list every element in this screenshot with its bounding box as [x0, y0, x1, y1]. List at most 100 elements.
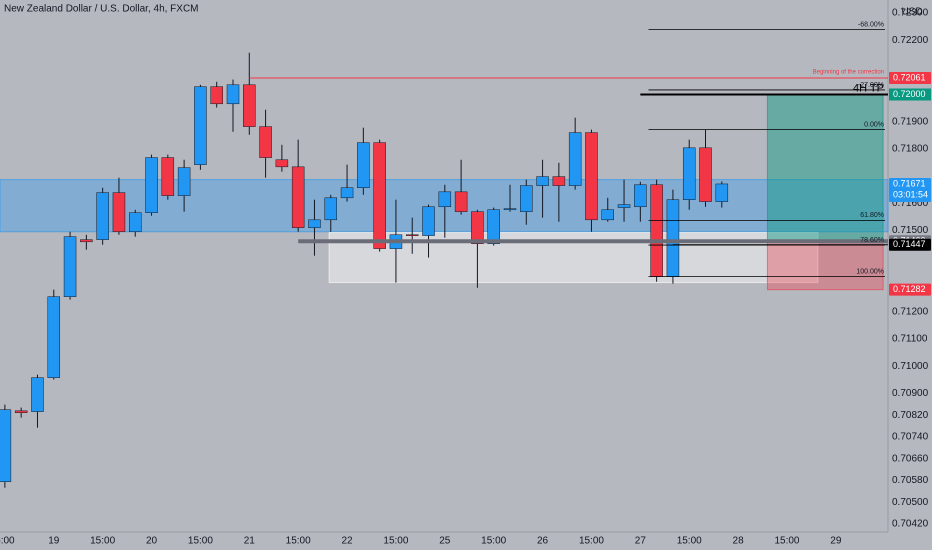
price-label-bg [889, 88, 931, 101]
fib-label: 78.60% [860, 237, 884, 244]
price-label-bg [889, 71, 931, 84]
candle-body [161, 157, 175, 196]
fib-label: 61.80% [860, 212, 884, 219]
x-tick-label: 15:00 [383, 536, 408, 547]
candle-body [177, 167, 191, 196]
candle-body [226, 84, 240, 105]
x-tick-label: 15:00 [188, 536, 213, 547]
y-tick-label: 0.72300 [892, 8, 929, 19]
candle-body [471, 211, 484, 244]
candle-body [715, 183, 729, 202]
candle-body [47, 296, 61, 378]
x-tick-label: 15:00 [90, 536, 115, 547]
candle-body [291, 166, 305, 228]
candle-body [0, 409, 12, 482]
zone [766, 94, 884, 242]
price-label: 0.71447 [893, 239, 926, 249]
candle-body [112, 192, 126, 233]
x-tick-label: 20 [146, 536, 158, 547]
candle-body [275, 159, 289, 168]
x-tick-label: 19 [48, 536, 60, 547]
countdown: 03:01:54 [893, 189, 928, 199]
candle-body [373, 142, 386, 249]
candle-body [80, 239, 93, 243]
x-tick-label: 5:00 [0, 536, 15, 547]
candle-body [210, 86, 223, 105]
candle-body [650, 184, 663, 277]
candle-body [405, 234, 419, 237]
candle-body [145, 157, 158, 213]
candle-body [96, 192, 109, 240]
candle-body [340, 187, 354, 199]
y-tick-label: 0.71500 [892, 225, 929, 236]
fib-label: 0.00% [864, 121, 884, 128]
fib-label: -68.00% [858, 21, 884, 28]
candle-body [699, 147, 712, 202]
y-tick-label: 0.70900 [892, 388, 929, 399]
candle-body [520, 185, 533, 212]
candle-body [503, 208, 517, 211]
y-tick-label: 0.71800 [892, 144, 929, 155]
y-tick-label: 0.71100 [892, 334, 928, 345]
y-tick-label: 0.71600 [892, 198, 929, 209]
fib-label: 100.00% [856, 268, 884, 275]
y-tick-label: 0.70660 [892, 453, 929, 464]
fib-label: -27.00% [858, 82, 884, 89]
candle-body [308, 219, 321, 228]
x-tick-label: 28 [733, 536, 745, 547]
candle-body [682, 147, 696, 200]
y-tick-label: 0.72200 [892, 35, 929, 46]
candle-body [324, 197, 338, 221]
x-tick-label: 27 [635, 536, 647, 547]
y-tick-label: 0.70500 [892, 497, 929, 508]
level-label: Beginning of the correction [813, 70, 884, 76]
x-tick-label: 15:00 [579, 536, 604, 547]
candle-body [31, 377, 44, 412]
x-tick-label: 25 [439, 536, 451, 547]
price-label-bg [889, 177, 931, 202]
price-label: 0.71671 [893, 178, 926, 188]
candle-body [634, 184, 647, 208]
y-tick-label: 0.70580 [892, 475, 929, 486]
x-tick-label: 15:00 [286, 536, 311, 547]
candle-body [438, 191, 452, 208]
x-tick-label: 15:00 [774, 536, 799, 547]
price-label: 0.72061 [893, 72, 926, 82]
candle-body [454, 191, 468, 212]
price-label: 0.71282 [893, 284, 926, 294]
candle-body [552, 176, 566, 186]
x-tick-label: 15:00 [677, 536, 702, 547]
y-tick-label: 0.71000 [892, 361, 929, 372]
currency: USD [901, 7, 922, 18]
candle-body [536, 176, 549, 186]
x-tick-label: 21 [244, 536, 256, 547]
candle-body [422, 206, 435, 236]
candle-body [63, 236, 77, 297]
x-tick-label: 26 [537, 536, 549, 547]
price-label-bg [889, 238, 931, 251]
price-label-bg [889, 283, 931, 296]
y-tick-label: 0.71200 [892, 307, 929, 318]
candle-body [601, 209, 615, 221]
level-label: 4H TP [853, 82, 884, 94]
candle-body [585, 132, 598, 221]
chart-title: New Zealand Dollar / U.S. Dollar, 4h, FX… [4, 4, 199, 15]
y-tick-label: 0.70820 [892, 410, 929, 421]
price-label: 0.72000 [893, 89, 926, 99]
candle-body [357, 142, 370, 188]
y-tick-label: 0.70740 [892, 432, 929, 443]
candle-body [259, 126, 272, 158]
candle-body [568, 132, 582, 186]
y-tick-label: 0.70420 [892, 518, 929, 529]
candle-body [128, 212, 142, 233]
candle-body [666, 199, 680, 277]
candle-body [243, 84, 256, 127]
candle-body [14, 410, 28, 413]
y-tick-label: 0.71900 [892, 116, 929, 127]
candle-body [617, 204, 631, 208]
x-tick-label: 22 [341, 536, 353, 547]
candle-body [487, 209, 500, 244]
x-tick-label: 15:00 [481, 536, 506, 547]
